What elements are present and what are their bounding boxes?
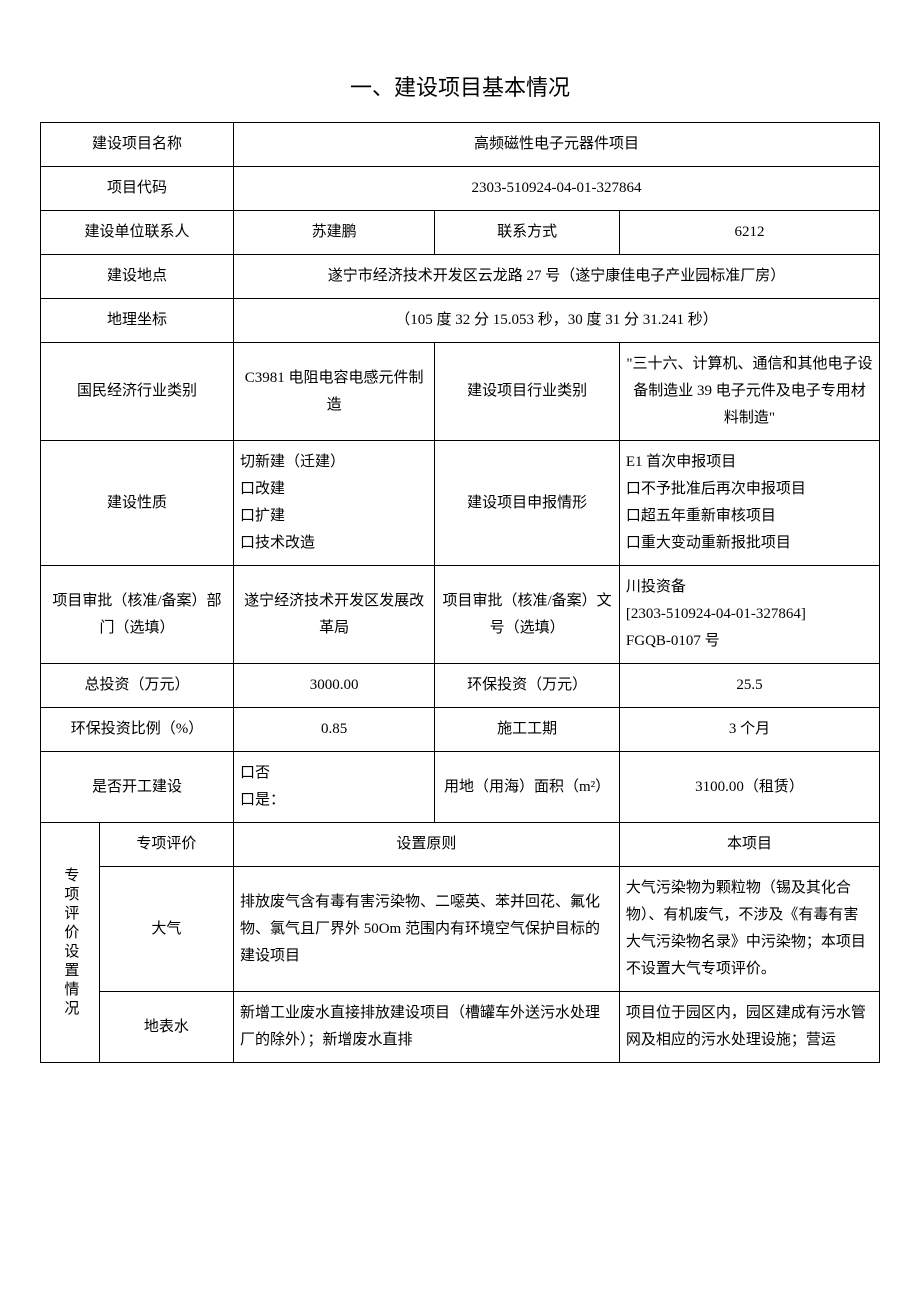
row-value-2: E1 首次申报项目口不予批准后再次申报项目口超五年重新审核项目口重大变动重新报批…	[619, 441, 879, 566]
row-label-2: 用地（用海）面积（m²）	[435, 752, 620, 823]
row-label-2: 施工工期	[435, 708, 620, 752]
row-label: 项目代码	[41, 167, 234, 211]
row-value-2: 6212	[619, 211, 879, 255]
row-label: 环保投资比例（%）	[41, 708, 234, 752]
row-value-2: "三十六、计算机、通信和其他电子设备制造业 39 电子元件及电子专用材料制造"	[619, 343, 879, 441]
row-label: 国民经济行业类别	[41, 343, 234, 441]
special-header-c3: 本项目	[619, 823, 879, 867]
row-value: （105 度 32 分 15.053 秒，30 度 31 分 31.241 秒）	[233, 299, 879, 343]
special-header-c2: 设置原则	[233, 823, 619, 867]
row-label: 地理坐标	[41, 299, 234, 343]
row-value-2: 3 个月	[619, 708, 879, 752]
row-value-1: 0.85	[233, 708, 434, 752]
row-value-1: 遂宁经济技术开发区发展改革局	[233, 566, 434, 664]
row-value-1: 苏建鹏	[233, 211, 434, 255]
row-label-2: 建设项目行业类别	[435, 343, 620, 441]
row-label: 是否开工建设	[41, 752, 234, 823]
row-label-2: 环保投资（万元）	[435, 664, 620, 708]
special-row-c1: 地表水	[99, 992, 233, 1063]
row-value: 高频磁性电子元器件项目	[233, 123, 879, 167]
project-info-table: 建设项目名称高频磁性电子元器件项目项目代码2303-510924-04-01-3…	[40, 122, 880, 1063]
row-value: 遂宁市经济技术开发区云龙路 27 号（遂宁康佳电子产业园标准厂房）	[233, 255, 879, 299]
row-label-2: 建设项目申报情形	[435, 441, 620, 566]
row-value-1: 3000.00	[233, 664, 434, 708]
special-header-c1: 专项评价	[99, 823, 233, 867]
row-label: 建设地点	[41, 255, 234, 299]
row-value: 2303-510924-04-01-327864	[233, 167, 879, 211]
special-group-label: 专项评价设置情况	[41, 823, 100, 1063]
row-label-2: 联系方式	[435, 211, 620, 255]
row-label: 建设性质	[41, 441, 234, 566]
special-row-c2: 新增工业废水直接排放建设项目（槽罐车外送污水处理厂的除外）；新增废水直排	[233, 992, 619, 1063]
special-row-c3: 项目位于园区内，园区建成有污水管网及相应的污水处理设施；营运	[619, 992, 879, 1063]
row-label-2: 项目审批（核准/备案）文号（选填）	[435, 566, 620, 664]
row-value-1: 切新建（迁建）口改建口扩建口技术改造	[233, 441, 434, 566]
row-label: 建设单位联系人	[41, 211, 234, 255]
special-row-c2: 排放废气含有毒有害污染物、二噁英、苯并回花、氟化物、氯气且厂界外 50Om 范围…	[233, 867, 619, 992]
row-value-1: 口否口是：	[233, 752, 434, 823]
row-value-1: C3981 电阻电容电感元件制造	[233, 343, 434, 441]
row-label: 建设项目名称	[41, 123, 234, 167]
row-label: 项目审批（核准/备案）部门（选填）	[41, 566, 234, 664]
row-value-2: 25.5	[619, 664, 879, 708]
row-label: 总投资（万元）	[41, 664, 234, 708]
row-value-2: 3100.00（租赁）	[619, 752, 879, 823]
special-row-c3: 大气污染物为颗粒物（锡及其化合物）、有机废气，不涉及《有毒有害大气污染物名录》中…	[619, 867, 879, 992]
special-row-c1: 大气	[99, 867, 233, 992]
page-title: 一、建设项目基本情况	[40, 70, 880, 102]
row-value-2: 川投资备[2303-510924-04-01-327864]FGQB-0107 …	[619, 566, 879, 664]
